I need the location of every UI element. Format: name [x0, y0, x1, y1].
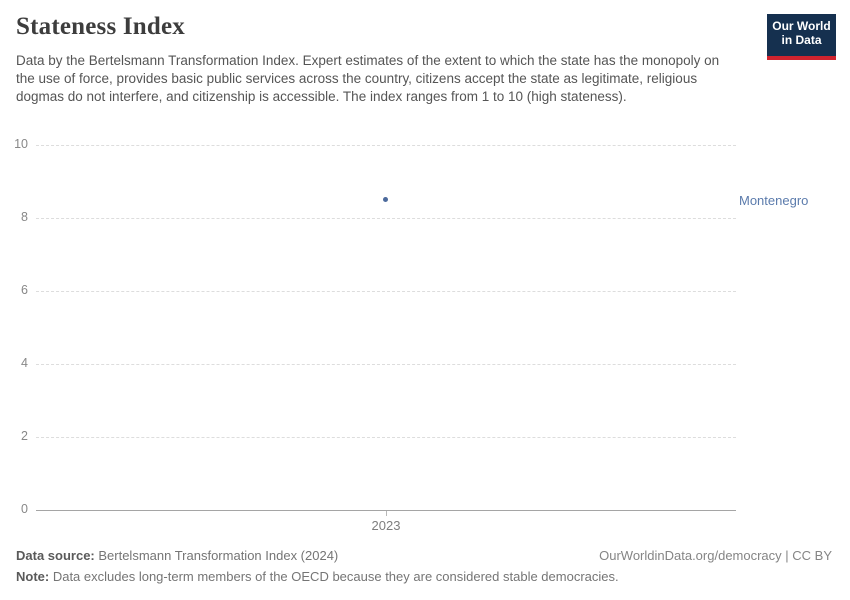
- logo-text-line1: Our World: [772, 19, 831, 33]
- x-axis-tick-mark: [386, 511, 387, 516]
- data-point-montenegro[interactable]: [383, 197, 388, 203]
- x-axis-tick-label: 2023: [371, 518, 401, 533]
- page-title: Stateness Index: [16, 13, 185, 40]
- gridline: [36, 291, 736, 292]
- logo-text-line2: in Data: [781, 33, 822, 47]
- chart-subtitle: Data by the Bertelsmann Transformation I…: [16, 53, 720, 104]
- gridline: [36, 364, 736, 365]
- x-axis-line: [36, 510, 736, 511]
- y-axis-tick-label: 2: [21, 429, 28, 443]
- y-axis-tick-label: 8: [21, 210, 28, 224]
- gridline: [36, 218, 736, 219]
- data-source-line: Data source: Bertelsmann Transformation …: [16, 548, 338, 563]
- note-line: Note: Data excludes long-term members of…: [16, 569, 619, 584]
- y-axis-tick-label: 0: [21, 502, 28, 516]
- attribution-link[interactable]: OurWorldinData.org/democracy | CC BY: [599, 548, 832, 563]
- entity-label-montenegro[interactable]: Montenegro: [739, 192, 809, 208]
- note-label: Note:: [16, 569, 50, 584]
- data-source-label: Data source:: [16, 548, 95, 563]
- y-axis-tick-label: 6: [21, 283, 28, 297]
- gridline: [36, 437, 736, 438]
- y-axis-tick-label: 10: [14, 137, 28, 151]
- owid-logo: Our World in Data: [767, 14, 836, 60]
- gridline: [36, 145, 736, 146]
- y-axis-tick-label: 4: [21, 356, 28, 370]
- data-source-value: Bertelsmann Transformation Index (2024): [94, 548, 339, 563]
- note-value: Data excludes long-term members of the O…: [49, 569, 619, 584]
